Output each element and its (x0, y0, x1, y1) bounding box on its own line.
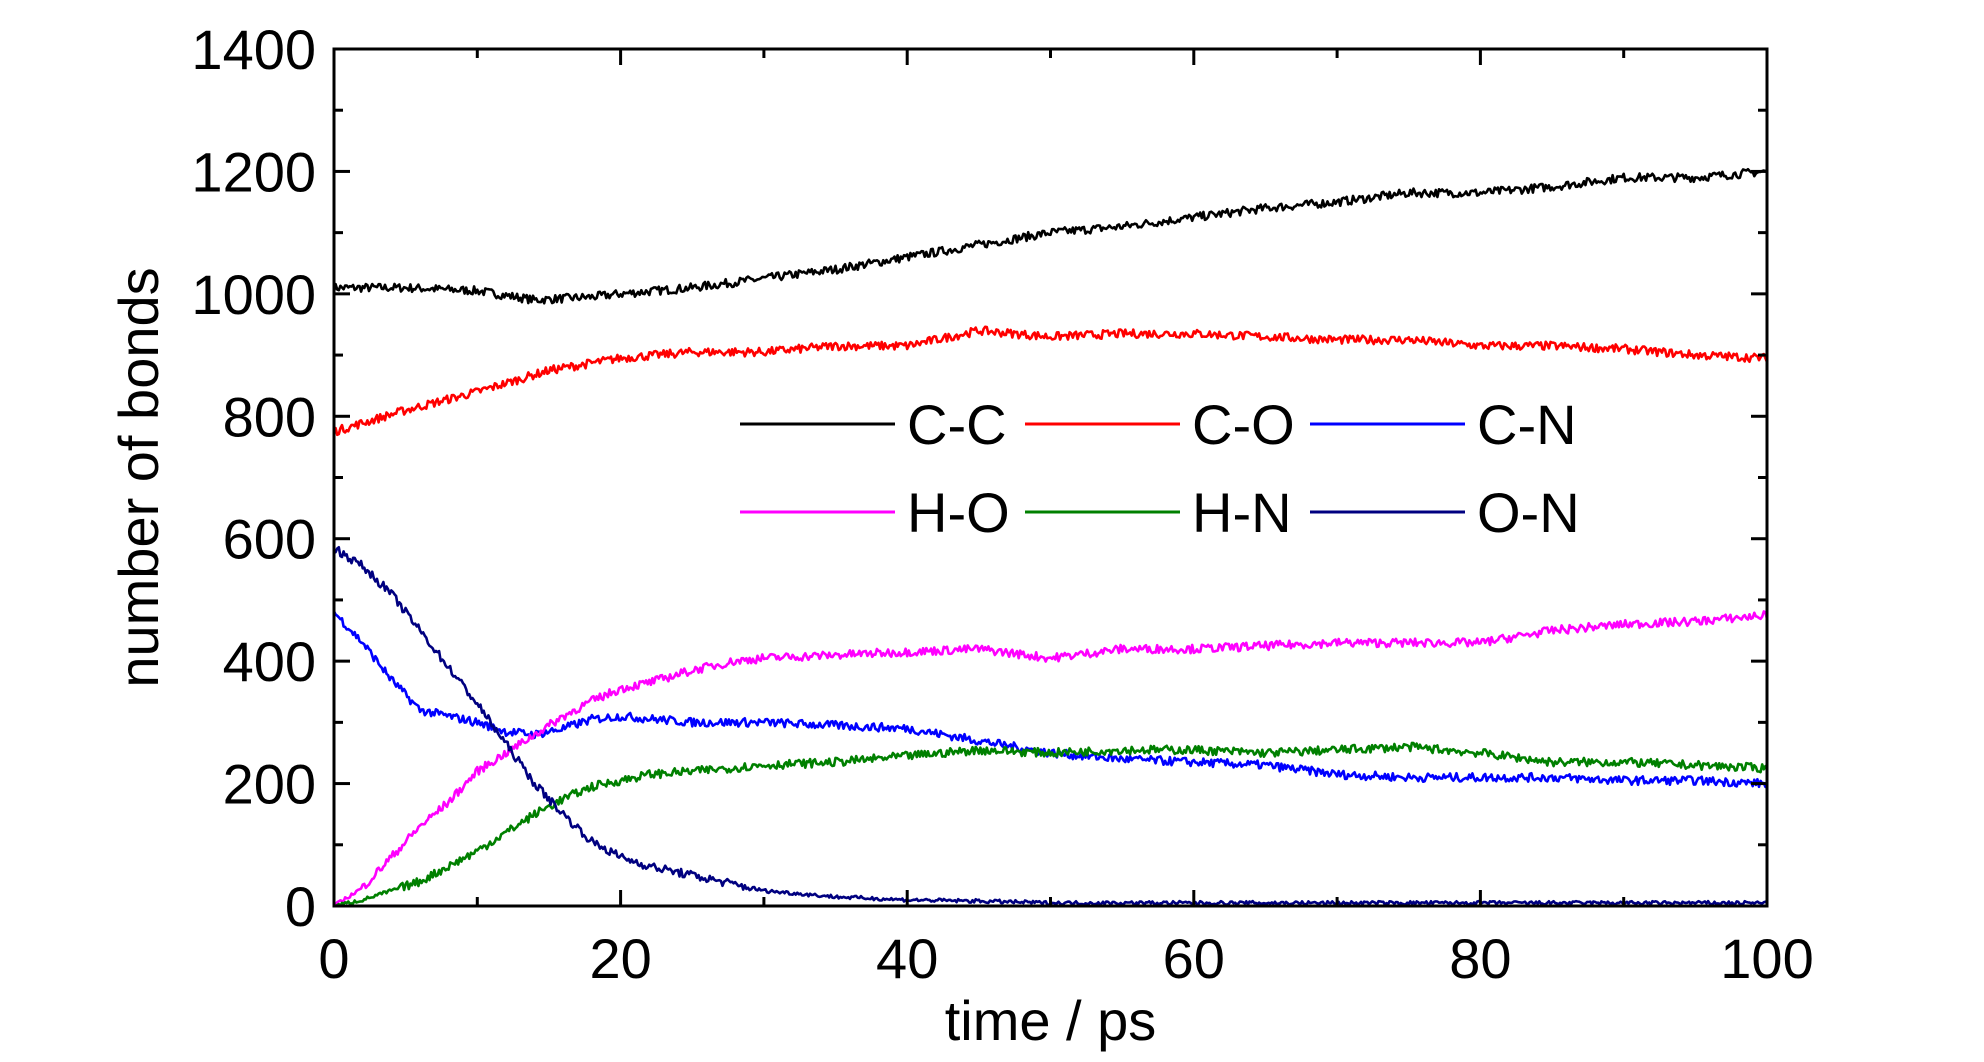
legend-label-o-n: O-N (1477, 481, 1580, 544)
x-tick-label: 100 (1720, 927, 1813, 990)
series-line-c-c (332, 167, 1769, 305)
series-line-h-n (333, 741, 1769, 908)
y-tick-label: 1400 (191, 18, 316, 81)
y-tick-label: 600 (223, 508, 316, 571)
axis-ticks (332, 47, 1769, 908)
legend-label-c-n: C-N (1477, 393, 1577, 456)
x-tick-label: 20 (589, 927, 651, 990)
y-tick-label: 800 (223, 385, 316, 448)
y-tick-label: 1000 (191, 263, 316, 326)
legend-label-c-o: C-O (1192, 393, 1295, 456)
y-tick-label: 200 (223, 753, 316, 816)
legend-label-h-o: H-O (907, 481, 1010, 544)
legend-label-c-c: C-C (907, 393, 1007, 456)
x-tick-label: 80 (1449, 927, 1511, 990)
x-tick-label: 40 (876, 927, 938, 990)
x-tick-label: 0 (318, 927, 349, 990)
y-tick-label: 1200 (191, 140, 316, 203)
x-axis-title: time / ps (945, 989, 1157, 1052)
y-tick-label: 0 (285, 875, 316, 938)
series-line-h-o (333, 610, 1769, 907)
series-line-c-o (332, 325, 1769, 437)
x-tick-label: 60 (1163, 927, 1225, 990)
legend: C-C C-O C-N H-O H-N O-N (740, 393, 1580, 544)
y-tick-label: 400 (223, 630, 316, 693)
y-axis-title: number of bonds (107, 267, 170, 687)
legend-label-h-n: H-N (1192, 481, 1292, 544)
